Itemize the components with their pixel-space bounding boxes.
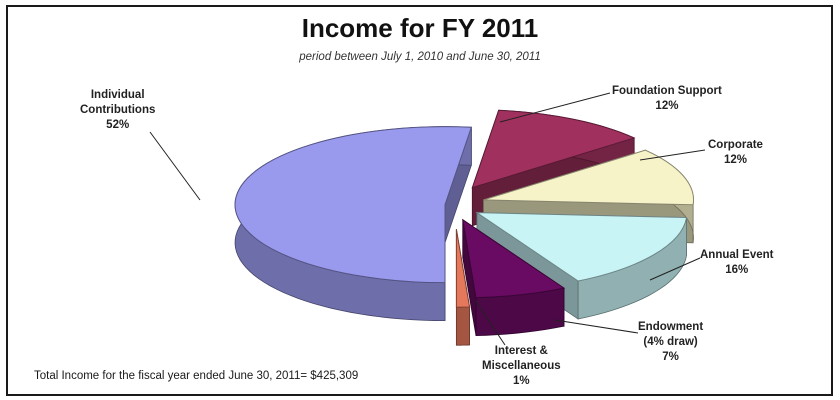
leader-line [554,319,639,334]
pie-slice-interest-miscellaneous [455,229,471,308]
leader-line [639,149,706,161]
pct-interest-misc: 1% [513,375,530,387]
label-interest-line1: Interest & [494,345,548,357]
label-corporate: Corporate 12% [708,138,763,168]
label-annual-event-line1: Annual Event [700,249,774,261]
label-endowment-line1: Endowment [638,321,704,333]
leader-line [499,92,611,123]
label-endowment: Endowment (4% draw) 7% [638,320,703,365]
pie-slice-endowment-4-draw [462,218,566,299]
pie-slice-individual-contributions [234,126,473,284]
pct-individual-contributions: 52% [106,119,130,131]
pct-corporate: 12% [723,154,747,166]
pct-endowment: 7% [662,351,679,363]
label-foundation-support: Foundation Support 12% [612,84,722,114]
leader-line [474,299,506,346]
label-interest-misc: Interest & Miscellaneous 1% [482,344,561,389]
pie-slice-side-wall [455,306,470,346]
label-interest-line2: Miscellaneous [482,360,561,372]
leader-line [649,257,701,281]
label-corporate-line1: Corporate [708,139,763,151]
label-individual-line2: Contributions [80,104,156,116]
label-individual-line1: Individual [90,89,145,101]
total-income-note: Total Income for the fiscal year ended J… [34,370,359,382]
pie-slice-corporate [483,149,695,206]
pie-slice-foundation-support [471,109,636,189]
label-individual-contributions: Individual Contributions 52% [80,88,155,133]
leader-line [149,131,201,201]
label-endowment-line2: (4% draw) [643,336,698,348]
label-annual-event: Annual Event 16% [700,248,773,278]
label-foundation-line1: Foundation Support [612,85,722,97]
chart-title: Income for FY 2011 [301,13,539,43]
chart-subtitle: period between July 1, 2010 and June 30,… [299,51,541,63]
pct-foundation-support: 12% [655,100,679,112]
pie-slice-annual-event [475,212,688,282]
pct-annual-event: 16% [725,264,749,276]
